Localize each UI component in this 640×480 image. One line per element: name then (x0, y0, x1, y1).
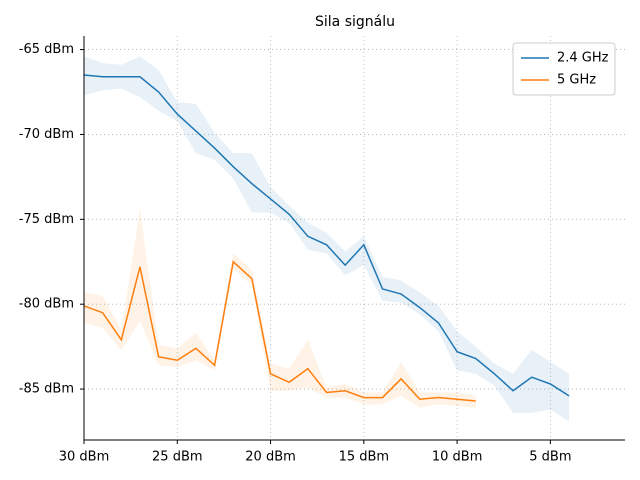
y-tick-label: -80 dBm (19, 297, 74, 312)
x-tick-label: 20 dBm (245, 450, 296, 465)
x-tick-label: 30 dBm (59, 450, 110, 465)
x-tick-label: 15 dBm (339, 450, 390, 465)
confidence-band (84, 56, 570, 422)
legend-box (512, 42, 616, 96)
y-tick-label: -85 dBm (19, 382, 74, 397)
legend-label: 2.4 GHz (557, 51, 609, 66)
y-tick-label: -70 dBm (19, 127, 74, 142)
legend-label: 5 GHz (557, 73, 596, 88)
x-tick-label: 10 dBm (432, 450, 483, 465)
y-tick-label: -75 dBm (19, 212, 74, 227)
line (83, 260, 476, 402)
line (83, 74, 570, 397)
y-tick-label: -65 dBm (19, 42, 74, 57)
chart-title: Sila signálu (315, 14, 395, 30)
x-tick-label: 5 dBm (529, 450, 571, 465)
x-tick-label: 25 dBm (152, 450, 203, 465)
